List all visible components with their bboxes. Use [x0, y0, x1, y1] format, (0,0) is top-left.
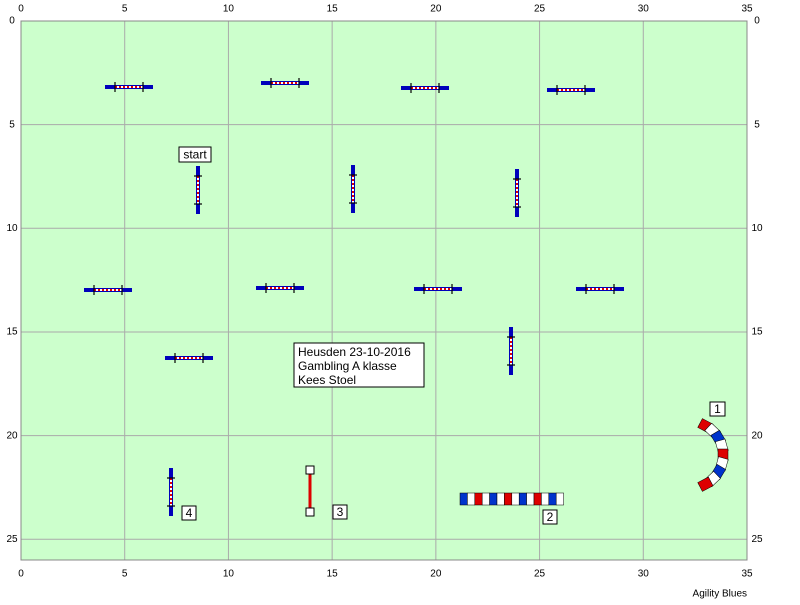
x-tick-label: 25 — [534, 569, 546, 580]
y-tick-label: 5 — [754, 119, 760, 130]
tunnel-segment — [511, 492, 520, 506]
y-tick-label: 20 — [6, 430, 18, 441]
y-tick-label: 10 — [751, 223, 763, 234]
obstacle-label: 3 — [337, 505, 344, 519]
y-tick-label: 5 — [9, 119, 15, 130]
x-tick-label: 5 — [122, 4, 128, 15]
y-tick-label: 15 — [751, 327, 763, 338]
obstacle-label: start — [183, 148, 207, 162]
y-tick-label: 20 — [751, 430, 763, 441]
x-tick-label: 15 — [327, 569, 339, 580]
info-box — [293, 342, 425, 388]
field — [20, 20, 748, 561]
tunnel-segment — [467, 492, 476, 506]
label-box — [181, 505, 197, 521]
x-tick-label: 30 — [638, 569, 650, 580]
info-line: Kees Stoel — [298, 373, 356, 387]
tunnel-segment — [504, 492, 513, 506]
x-tick-label: 20 — [430, 569, 442, 580]
tunnel-segment — [496, 492, 505, 506]
x-tick-label: 25 — [534, 4, 546, 15]
x-tick-label: 10 — [223, 569, 235, 580]
x-tick-label: 0 — [18, 569, 24, 580]
tunnel-segment — [489, 492, 498, 506]
y-tick-label: 25 — [751, 534, 763, 545]
obstacle-label: 4 — [186, 506, 193, 520]
tunnel-segment — [481, 492, 490, 506]
tunnel-segment — [541, 492, 550, 506]
x-tick-label: 35 — [741, 4, 753, 15]
field-border — [20, 20, 748, 561]
label-box — [178, 146, 212, 163]
label-box — [542, 509, 558, 525]
x-tick-label: 20 — [430, 4, 442, 15]
info-line: Heusden 23-10-2016 — [298, 345, 411, 359]
obstacle-label: 1 — [714, 402, 721, 416]
tunnel-segment — [518, 492, 527, 506]
tunnel-segment — [697, 476, 714, 492]
tunnel-segment — [474, 492, 483, 506]
y-tick-label: 0 — [754, 16, 760, 27]
info-line: Gambling A klasse — [298, 359, 397, 373]
pole-end — [305, 507, 315, 517]
tunnel-segment — [548, 492, 557, 506]
x-tick-label: 0 — [18, 4, 24, 15]
label-box — [709, 401, 726, 417]
y-tick-label: 15 — [6, 327, 18, 338]
tunnel-segment — [555, 492, 564, 506]
x-tick-label: 5 — [122, 569, 128, 580]
tunnel-segment — [526, 492, 535, 506]
tunnel-segment — [459, 492, 468, 506]
pole-end — [305, 465, 315, 475]
x-tick-label: 30 — [638, 4, 650, 15]
x-tick-label: 35 — [741, 569, 753, 580]
tunnel-segment — [533, 492, 542, 506]
y-tick-label: 25 — [6, 534, 18, 545]
obstacle-label: 2 — [547, 510, 554, 524]
y-tick-label: 0 — [9, 16, 15, 27]
x-tick-label: 10 — [223, 4, 235, 15]
x-tick-label: 15 — [327, 4, 339, 15]
label-box — [332, 504, 348, 520]
footer: Agility Blues — [693, 589, 747, 600]
y-tick-label: 10 — [6, 223, 18, 234]
